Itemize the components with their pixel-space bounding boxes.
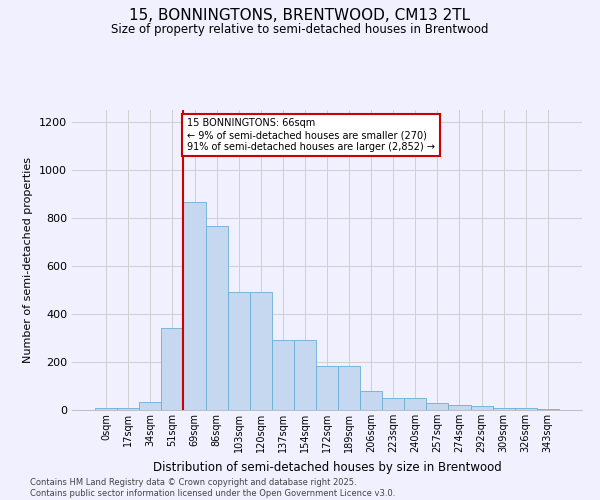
Y-axis label: Number of semi-detached properties: Number of semi-detached properties	[23, 157, 34, 363]
Bar	[227, 292, 250, 410]
X-axis label: Distribution of semi-detached houses by size in Brentwood: Distribution of semi-detached houses by …	[152, 460, 502, 473]
Bar	[427, 403, 448, 410]
Bar	[338, 366, 360, 410]
Bar	[139, 402, 161, 410]
Text: Size of property relative to semi-detached houses in Brentwood: Size of property relative to semi-detach…	[111, 22, 489, 36]
Bar	[117, 408, 139, 410]
Bar	[294, 340, 316, 410]
Bar	[470, 406, 493, 410]
Bar	[448, 405, 470, 410]
Bar	[404, 398, 427, 410]
Bar	[382, 398, 404, 410]
Bar	[537, 409, 559, 410]
Bar	[161, 328, 184, 410]
Bar	[316, 366, 338, 410]
Bar	[184, 202, 206, 410]
Bar	[95, 408, 117, 410]
Text: Contains HM Land Registry data © Crown copyright and database right 2025.
Contai: Contains HM Land Registry data © Crown c…	[30, 478, 395, 498]
Bar	[250, 292, 272, 410]
Bar	[515, 408, 537, 410]
Bar	[272, 340, 294, 410]
Bar	[493, 408, 515, 410]
Text: 15 BONNINGTONS: 66sqm
← 9% of semi-detached houses are smaller (270)
91% of semi: 15 BONNINGTONS: 66sqm ← 9% of semi-detac…	[187, 118, 435, 152]
Bar	[360, 391, 382, 410]
Bar	[206, 226, 227, 410]
Text: 15, BONNINGTONS, BRENTWOOD, CM13 2TL: 15, BONNINGTONS, BRENTWOOD, CM13 2TL	[130, 8, 470, 22]
